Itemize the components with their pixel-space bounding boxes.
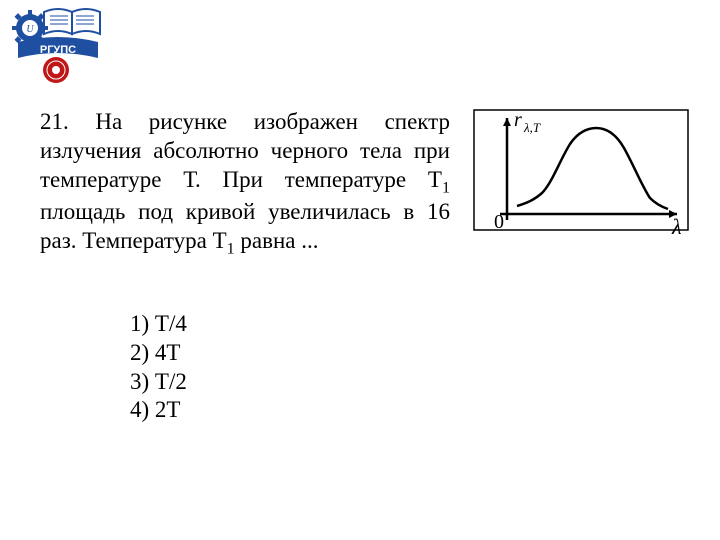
q-line4a: Т (428, 167, 442, 192)
spectrum-chart: 0 r λ,T λ (472, 108, 692, 253)
chart-y-label-sub: λ,T (523, 120, 541, 135)
page: U РГУПС 21. На рисунке изображен спектр … (0, 0, 720, 540)
q-line4sub: 1 (442, 179, 450, 196)
q-line1: На рисунке изображен спектр (95, 109, 450, 134)
chart-origin: 0 (494, 211, 504, 233)
question-text: 21. На рисунке изображен спектр излучени… (40, 108, 450, 260)
answer-list: 1) Т/4 2) 4Т 3) Т/2 4) 2Т (130, 310, 187, 425)
chart-x-label: λ (671, 214, 682, 239)
q-line2: излучения абсолютно черного тела (40, 138, 402, 163)
answer-2: 2) 4Т (130, 339, 187, 368)
logo-svg: U РГУПС (12, 6, 102, 86)
question-number: 21. (40, 109, 69, 134)
university-logo: U РГУПС (12, 6, 102, 91)
q-line5b: равна ... (235, 228, 319, 253)
q-line4b: площадь под кривой увеличилась (40, 199, 391, 224)
chart-svg: 0 r λ,T λ (472, 108, 692, 248)
chart-y-label: r (514, 109, 522, 131)
svg-text:U: U (26, 24, 34, 35)
answer-3: 3) Т/2 (130, 368, 187, 397)
q-line5sub: 1 (227, 241, 235, 258)
answer-1: 1) Т/4 (130, 310, 187, 339)
answer-4: 4) 2Т (130, 396, 187, 425)
logo-text: РГУПС (40, 44, 76, 56)
